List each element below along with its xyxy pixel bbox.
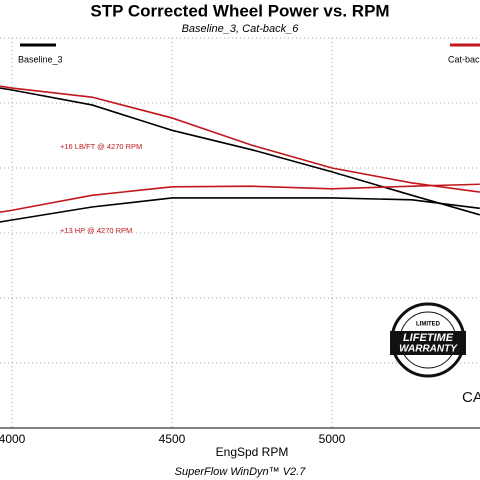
chart-subtitle: Baseline_3, Cat-back_6 (182, 23, 300, 35)
footer: SuperFlow WinDyn™ V2.7 (175, 466, 307, 478)
x-axis-label: EngSpd RPM (216, 445, 289, 459)
annotation: CA (462, 389, 480, 406)
chart-title: STP Corrected Wheel Power vs. RPM (90, 1, 389, 20)
x-tick-label: 4000 (0, 432, 26, 446)
annotation: +13 HP @ 4270 RPM (60, 226, 132, 235)
series-line (0, 197, 480, 223)
x-tick-label: 5000 (319, 432, 346, 446)
series-line (0, 85, 480, 193)
legend-label: Baseline_3 (18, 54, 63, 64)
badge-top: LIMITED (416, 322, 441, 328)
annotation: +16 LB/FT @ 4270 RPM (60, 142, 142, 151)
badge-banner (390, 331, 466, 355)
series-line (0, 183, 480, 213)
x-tick-label: 4500 (159, 432, 186, 446)
badge-line2: WARRANTY (399, 344, 458, 355)
badge-line1: LIFETIME (403, 332, 454, 344)
warranty-badge: LIMITED LIFETIME WARRANTY (390, 302, 466, 378)
legend-label: Cat-back_6 (448, 54, 480, 64)
series-line (0, 87, 480, 216)
